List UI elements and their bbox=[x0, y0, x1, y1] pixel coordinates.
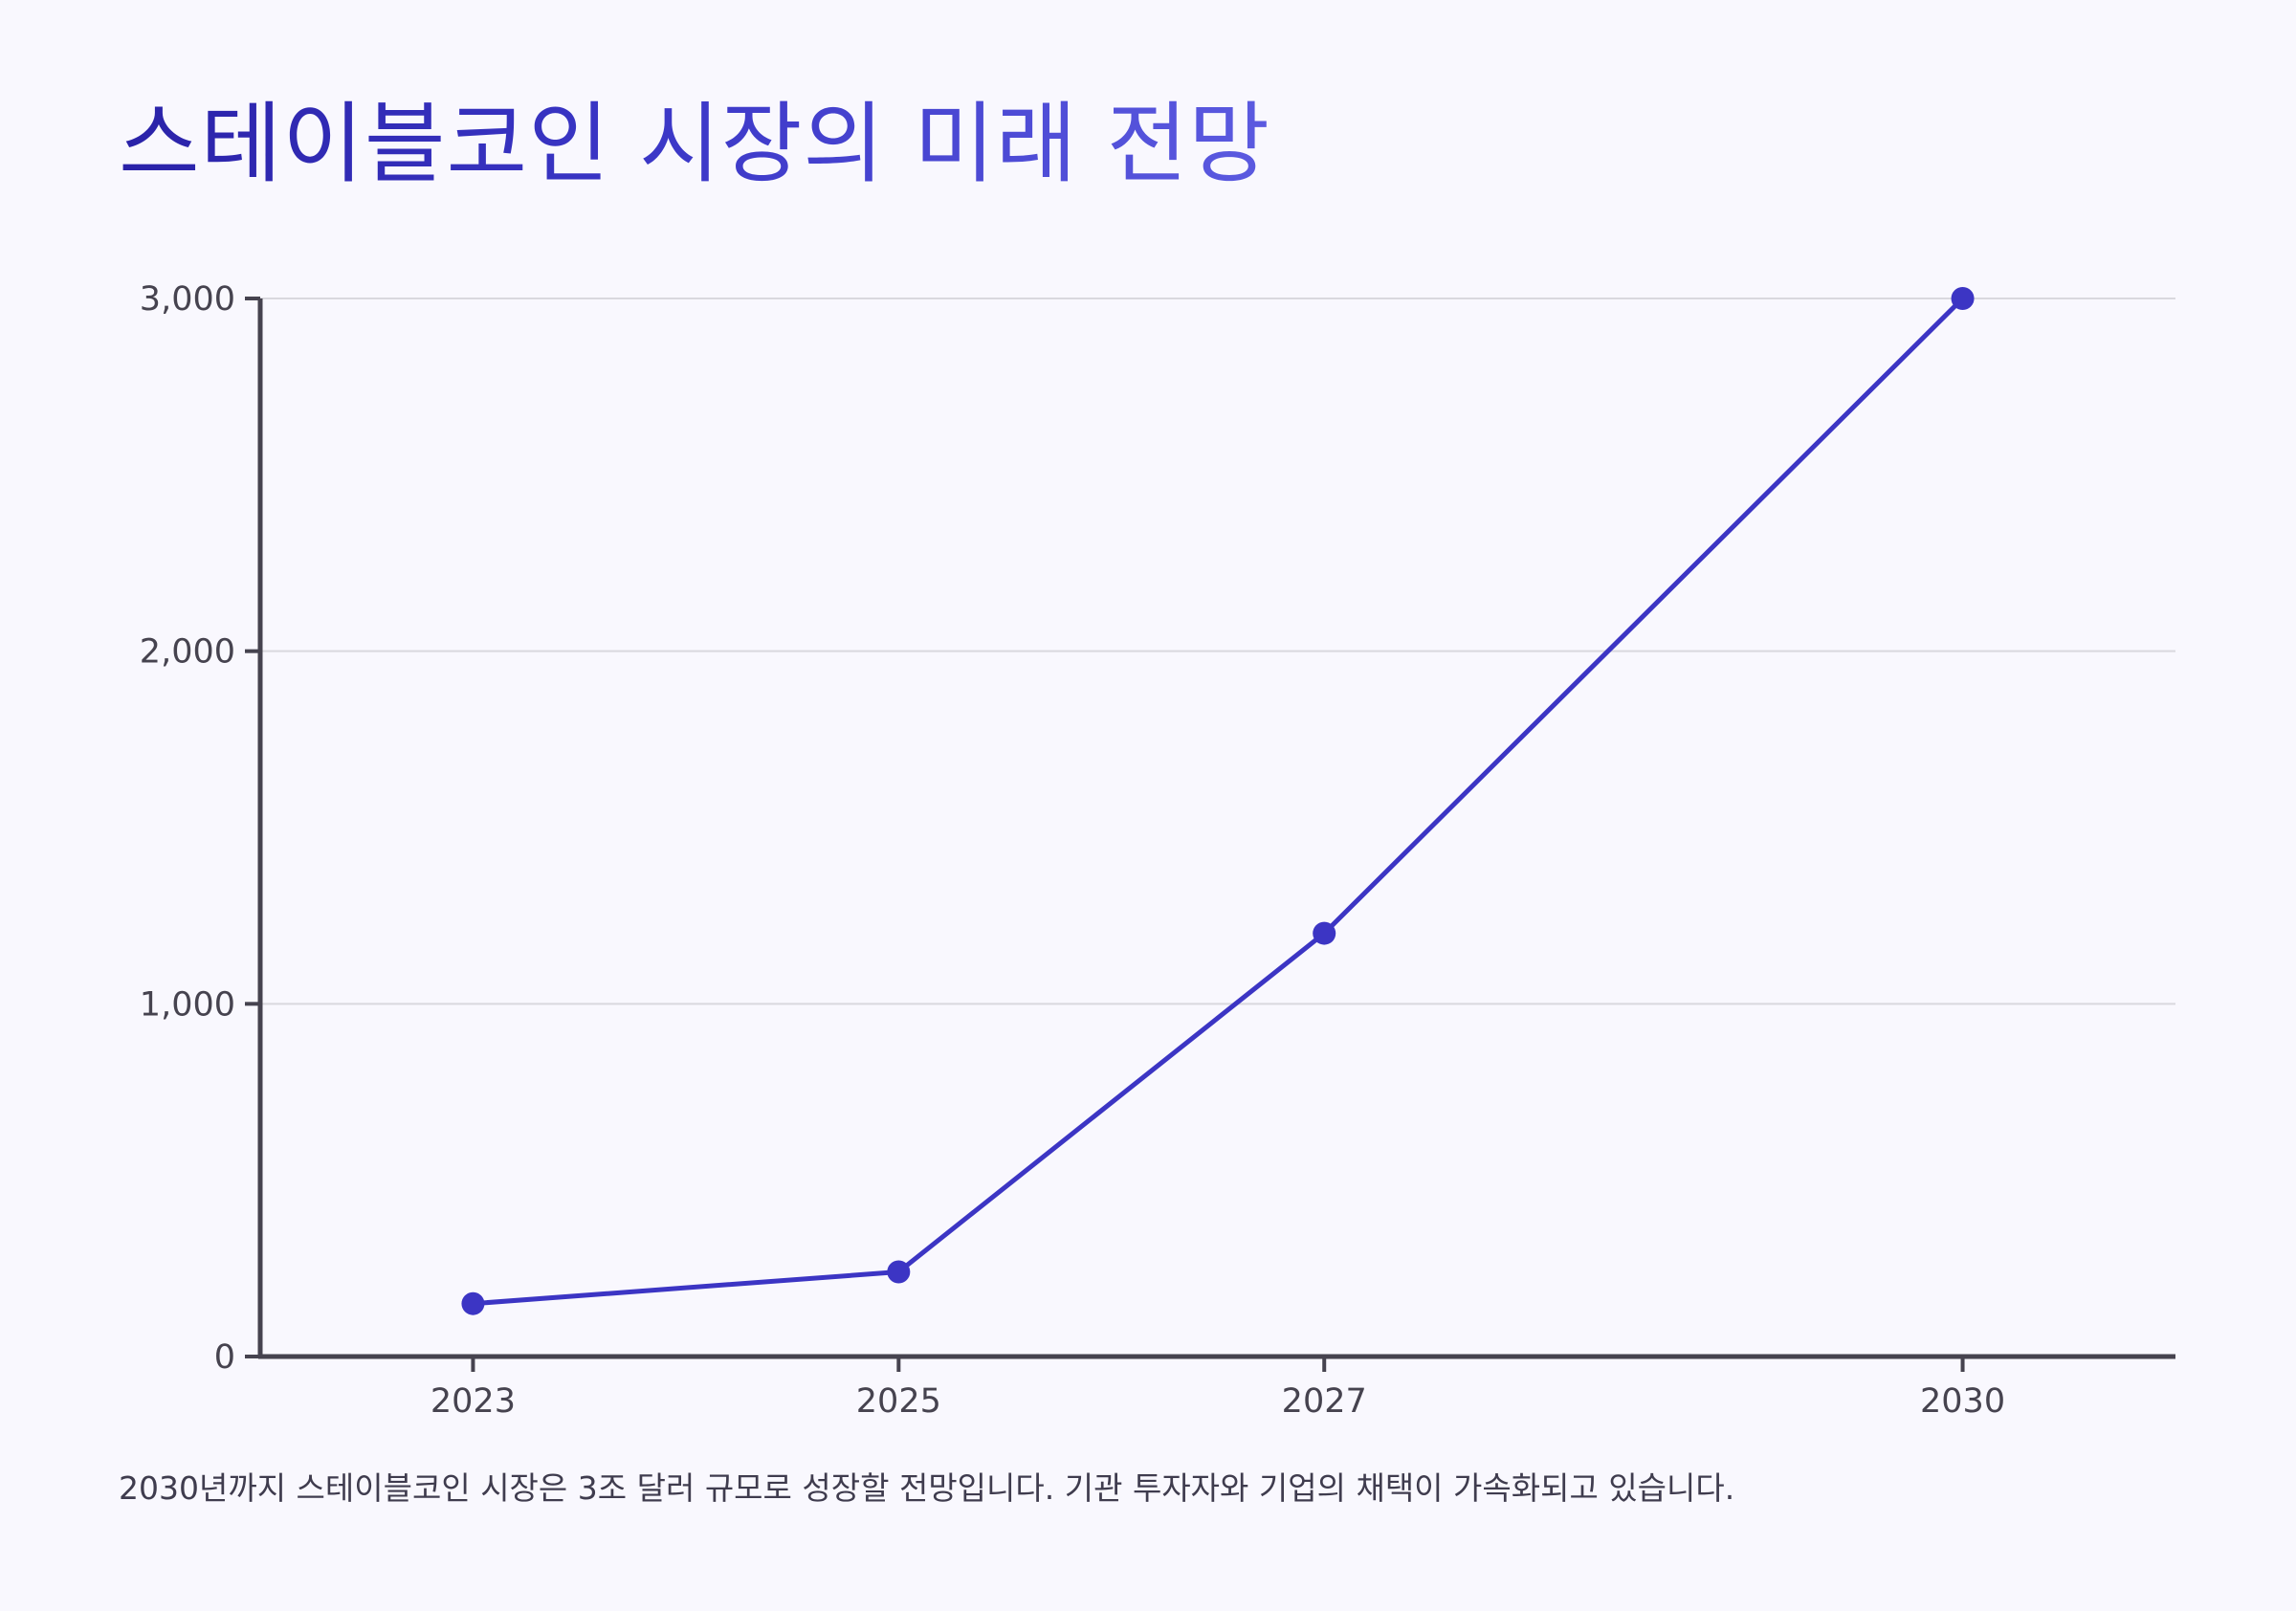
axes bbox=[245, 297, 2175, 1372]
y-tick-label-2: 2,000 bbox=[140, 633, 235, 672]
series-layer bbox=[461, 287, 1975, 1315]
tick-labels: 0 1,000 2,000 3,000 2023 2025 2027 2030 bbox=[140, 280, 2005, 1421]
data-point-2025 bbox=[887, 1260, 911, 1284]
x-tick-label-1: 2025 bbox=[856, 1382, 941, 1421]
data-point-2027 bbox=[1313, 921, 1336, 945]
chart-caption: 2030년까지 스테이블코인 시장은 3조 달러 규모로 성장할 전망입니다. … bbox=[119, 1469, 1735, 1507]
data-point-2030 bbox=[1951, 287, 1975, 310]
series-line-0 bbox=[470, 296, 1966, 1307]
y-tick-label-1: 1,000 bbox=[140, 985, 235, 1024]
x-tick-label-0: 2023 bbox=[430, 1382, 516, 1421]
y-tick-label-0: 0 bbox=[214, 1338, 235, 1377]
y-tick-label-3: 3,000 bbox=[140, 280, 235, 319]
chart-title: 스테이블코인 시장의 미래 전망 bbox=[119, 93, 1271, 195]
gridlines bbox=[260, 298, 2175, 1005]
data-point-2023 bbox=[461, 1291, 485, 1315]
x-tick-label-2: 2027 bbox=[1282, 1382, 1367, 1421]
x-tick-label-3: 2030 bbox=[1920, 1382, 2005, 1421]
